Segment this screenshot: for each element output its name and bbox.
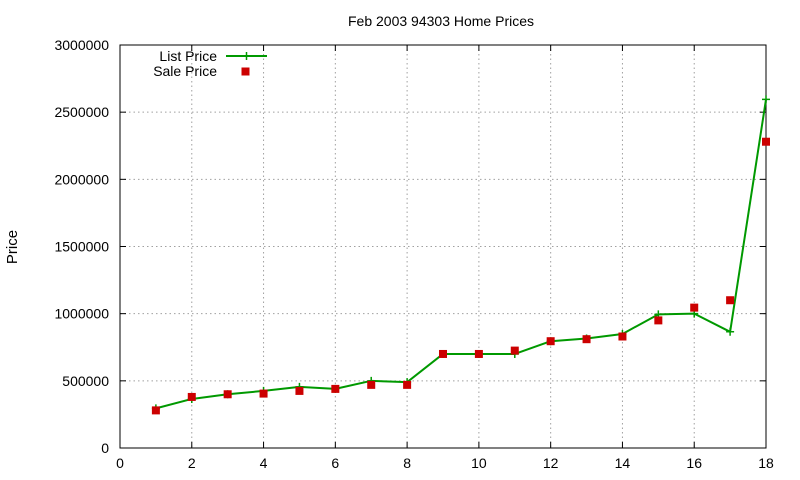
list-price-line bbox=[155, 99, 767, 410]
y-tick-label: 0 bbox=[101, 440, 109, 456]
x-tick-label: 0 bbox=[116, 455, 124, 471]
sale-price-point bbox=[151, 406, 160, 415]
sale-price-point bbox=[259, 389, 268, 398]
sale-price-point bbox=[403, 380, 412, 389]
x-tick-label: 6 bbox=[331, 455, 339, 471]
x-tick-label: 18 bbox=[758, 455, 774, 471]
sale-price-point bbox=[187, 392, 196, 401]
data-series bbox=[151, 95, 770, 415]
sale-price-point bbox=[582, 335, 591, 344]
x-tick-label: 14 bbox=[615, 455, 631, 471]
x-tick-label: 8 bbox=[403, 455, 411, 471]
sale-price-point bbox=[474, 349, 483, 358]
y-tick-label: 2000000 bbox=[54, 171, 109, 187]
sale-price-point bbox=[510, 346, 519, 355]
y-tick-label: 2500000 bbox=[54, 104, 109, 120]
y-axis-title: Price bbox=[4, 230, 21, 264]
sale-price-point bbox=[439, 349, 447, 358]
sale-price-point bbox=[690, 303, 699, 312]
sale-price-point bbox=[295, 386, 304, 395]
y-tick-label: 1000000 bbox=[54, 306, 109, 322]
x-tick-label: 4 bbox=[260, 455, 268, 471]
sale-price-point bbox=[762, 137, 770, 146]
sale-price-point bbox=[331, 384, 340, 393]
legend-label-sale-price: Sale Price bbox=[153, 63, 217, 79]
x-tick-label: 10 bbox=[471, 455, 487, 471]
sale-price-point bbox=[654, 316, 663, 325]
x-tick-label: 16 bbox=[686, 455, 702, 471]
axis-ticks bbox=[119, 44, 767, 449]
sale-price-point bbox=[726, 296, 735, 305]
legend-plus-marker bbox=[242, 52, 251, 60]
list-price-point bbox=[726, 327, 735, 336]
y-tick-label: 3000000 bbox=[54, 37, 109, 53]
legend-swatch-sale-price bbox=[241, 67, 250, 76]
legend-label-list-price: List Price bbox=[159, 48, 217, 64]
sale-price-point bbox=[546, 337, 555, 346]
chart-title: Feb 2003 94303 Home Prices bbox=[348, 13, 534, 29]
x-tick-label: 12 bbox=[543, 455, 559, 471]
sale-price-point bbox=[223, 390, 232, 399]
axis-tick-labels: 0 2 4 6 8 10 12 14 16 18 0 500000 1000000 1500000 2000… bbox=[54, 37, 774, 471]
x-tick-label: 2 bbox=[188, 455, 196, 471]
sale-price-point bbox=[367, 380, 376, 389]
list-price-point bbox=[762, 95, 770, 104]
y-tick-label: 500000 bbox=[62, 373, 109, 389]
chart-legend: List Price Sale Price bbox=[153, 48, 267, 79]
sale-price-point bbox=[618, 332, 627, 341]
y-tick-label: 1500000 bbox=[54, 239, 109, 255]
